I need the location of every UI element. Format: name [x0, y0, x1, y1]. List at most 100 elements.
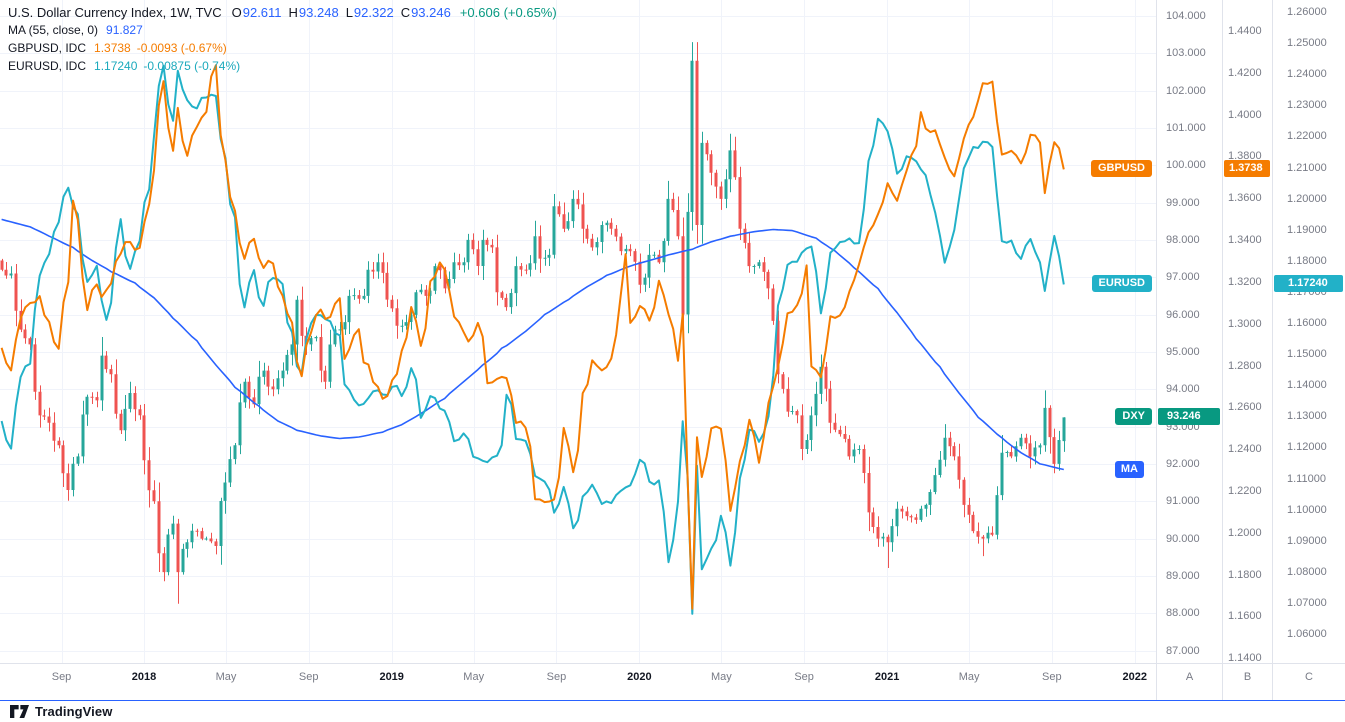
price-tick-label: 1.3200 — [1228, 275, 1262, 288]
tradingview-logo-icon[interactable] — [10, 705, 29, 718]
price-tick-label: 1.4200 — [1228, 66, 1262, 79]
ohlc-close: C93.246 — [400, 5, 451, 20]
price-tick-label: 1.3800 — [1228, 150, 1262, 163]
gbpusd-line — [0, 64, 1065, 610]
price-tick-label: 1.11000 — [1287, 472, 1326, 485]
price-tick-label: 91.000 — [1166, 495, 1200, 508]
price-scale-letter-a: A — [1185, 671, 1194, 683]
price-scale-a[interactable]: 104.000 103.000 102.000 101.000 100.000 99.00… — [1157, 0, 1222, 663]
gbpusd-title: GBPUSD, IDC — [8, 41, 87, 55]
ma-series-badge: MA — [1114, 461, 1144, 479]
price-tick-label: 1.13000 — [1287, 410, 1327, 423]
ma-value: 91.827 — [106, 23, 143, 37]
ohlc-low: L92.322 — [345, 5, 394, 20]
price-tick-label: 1.07000 — [1287, 596, 1327, 609]
ohlc-open: O92.611 — [231, 5, 282, 20]
price-tick-label: 1.19000 — [1287, 223, 1327, 236]
chart-legend: U.S. Dollar Currency Index, 1W, TVC O92.… — [8, 5, 557, 74]
price-scale-letter-c: C — [1305, 671, 1313, 683]
price-tick-label: 95.000 — [1166, 345, 1200, 358]
price-tick-label: 102.000 — [1166, 84, 1206, 97]
eurusd-change: -0.00875 (-0.74%) — [143, 59, 241, 73]
time-tick-month: May — [215, 671, 237, 683]
price-tick-label: 100.000 — [1166, 159, 1206, 172]
dxy-candles — [0, 42, 1066, 604]
eurusd-title: EURUSD, IDC — [8, 59, 87, 73]
price-tick-label: 1.1400 — [1228, 652, 1262, 665]
price-tick-label: 1.3600 — [1228, 192, 1262, 205]
price-tick-label: 87.000 — [1166, 644, 1200, 657]
time-tick-year: 2022 — [1122, 671, 1148, 683]
symbol-title: U.S. Dollar Currency Index, 1W, TVC — [8, 5, 222, 20]
chart-plot-area[interactable]: U.S. Dollar Currency Index, 1W, TVC O92.… — [0, 0, 1156, 663]
time-tick-year: 2020 — [627, 671, 652, 683]
price-tick-label: 1.24000 — [1287, 68, 1327, 81]
price-tick-label: 104.000 — [1166, 10, 1206, 22]
price-tick-label: 1.3400 — [1228, 234, 1262, 247]
gbpusd-change: -0.0093 (-0.67%) — [136, 41, 227, 55]
price-tick-label: 1.15000 — [1287, 348, 1327, 361]
time-tick-year: 2021 — [874, 671, 900, 683]
legend-eurusd-row[interactable]: EURUSD, IDC 1.17240 -0.00875 (-0.74%) — [8, 59, 557, 74]
price-tick-label: 1.4000 — [1228, 108, 1262, 121]
legend-symbol-row[interactable]: U.S. Dollar Currency Index, 1W, TVC O92.… — [8, 5, 557, 20]
price-tick-label: 1.2000 — [1228, 526, 1262, 539]
price-tick-label: 1.12000 — [1287, 441, 1327, 454]
price-tick-label: 1.18000 — [1287, 254, 1327, 267]
ma-line — [1, 218, 1064, 471]
grid-lines — [0, 0, 1156, 663]
ma-title: MA (55, close, 0) — [8, 23, 99, 37]
eurusd-last-price-box: 1.17240 — [1274, 275, 1343, 293]
price-tick-label: 1.2400 — [1228, 443, 1262, 456]
price-tick-label: 92.000 — [1166, 457, 1200, 470]
time-scale[interactable]: Sep 2018 May Sep 2019 May Sep 2020 May Sep 2021 May… — [0, 663, 1345, 700]
price-tick-label: 1.26000 — [1287, 6, 1327, 18]
price-tick-label: 97.000 — [1166, 271, 1200, 284]
price-tick-label: 1.23000 — [1287, 99, 1327, 112]
gbpusd-value: 1.3738 — [94, 41, 131, 55]
tradingview-brand[interactable]: TradingView — [35, 704, 113, 719]
dxy-series-badge: DXY — [1115, 408, 1152, 426]
ohlc-high: H93.248 — [288, 5, 339, 20]
price-scale-letter-b: B — [1243, 671, 1252, 683]
gbpusd-series-badge: GBPUSD — [1090, 160, 1152, 178]
price-tick-label: 1.16000 — [1287, 317, 1327, 329]
price-tick-label: 96.000 — [1166, 308, 1200, 321]
price-tick-label: 1.25000 — [1287, 37, 1327, 50]
eurusd-value: 1.17240 — [94, 59, 138, 73]
time-tick-month: Sep — [298, 671, 319, 683]
eurusd-line — [0, 64, 1065, 615]
eurusd-series-badge: EURUSD — [1091, 275, 1152, 293]
time-tick-month: Sep — [1042, 671, 1062, 683]
price-tick-label: 1.06000 — [1287, 628, 1327, 640]
dxy-last-price-box: 93.246 — [1158, 408, 1220, 426]
price-scale-c[interactable]: 1.26000 1.25000 1.24000 1.23000 1.22000 1.210… — [1273, 0, 1345, 663]
time-tick-month: May — [710, 671, 732, 683]
time-tick-year: 2018 — [131, 671, 157, 683]
footer-bar: TradingView — [0, 700, 1345, 722]
time-tick-month: Sep — [794, 671, 814, 683]
time-tick-year: 2019 — [379, 671, 404, 683]
price-tick-label: 94.000 — [1166, 383, 1200, 396]
price-tick-label: 1.1800 — [1228, 568, 1262, 581]
price-tick-label: 1.2800 — [1228, 359, 1262, 372]
price-tick-label: 99.000 — [1166, 196, 1200, 209]
time-tick-month: Sep — [51, 671, 72, 683]
chart-canvas — [0, 0, 1156, 663]
price-scale-b[interactable]: 1.4400 1.4200 1.4000 1.3800 1.3600 1.3400 1.32… — [1223, 0, 1272, 665]
price-tick-label: 1.3000 — [1228, 317, 1262, 330]
time-tick-month: May — [958, 671, 980, 683]
price-tick-label: 90.000 — [1166, 532, 1200, 545]
price-tick-label: 98.000 — [1166, 233, 1200, 246]
price-tick-label: 1.10000 — [1287, 503, 1327, 516]
legend-gbpusd-row[interactable]: GBPUSD, IDC 1.3738 -0.0093 (-0.67%) — [8, 41, 557, 56]
price-tick-label: 103.000 — [1166, 47, 1206, 60]
price-tick-label: 1.08000 — [1287, 565, 1327, 578]
price-tick-label: 89.000 — [1166, 569, 1200, 582]
legend-ma-row[interactable]: MA (55, close, 0) 91.827 — [8, 23, 557, 38]
symbol-change: +0.606 (+0.65%) — [459, 5, 557, 20]
price-tick-label: 1.4400 — [1228, 25, 1262, 37]
time-tick-month: May — [463, 671, 485, 683]
price-tick-label: 88.000 — [1166, 607, 1200, 620]
